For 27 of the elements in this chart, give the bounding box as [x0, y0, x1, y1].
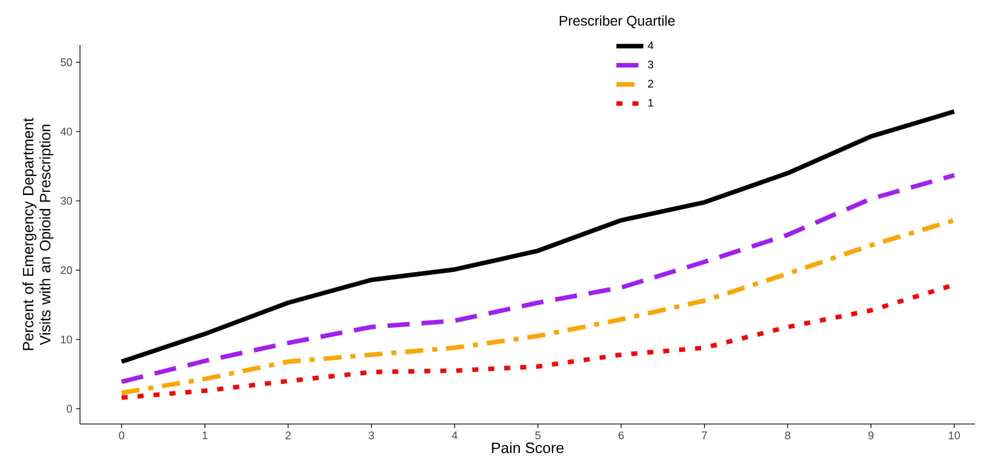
y-tick-label: 50: [60, 58, 72, 66]
x-tick-label: 6: [618, 432, 624, 440]
line-series: [119, 218, 956, 396]
x-tick-label: 8: [785, 432, 790, 440]
legend-label: 4: [648, 42, 654, 50]
x-tick-label: 2: [286, 432, 291, 440]
legend-label: 3: [648, 60, 654, 68]
y-tick-label: 40: [60, 128, 72, 136]
legend-label: 1: [648, 98, 654, 107]
x-tick-label: 4: [452, 432, 458, 440]
x-tick-label: 0: [119, 432, 124, 440]
x-tick-label: 7: [702, 432, 707, 440]
y-tick-label: 0: [66, 404, 72, 413]
x-tick-label: 10: [948, 432, 960, 440]
legend-label: 2: [648, 80, 654, 88]
x-axis-title: Pain Score: [492, 442, 564, 454]
x-tick-label: 3: [368, 432, 374, 440]
line-series: [119, 173, 956, 384]
legend-title: Prescriber Quartile: [560, 15, 675, 28]
y-tick-label: 20: [60, 266, 72, 274]
line-series: [119, 109, 956, 364]
y-tick-label: 10: [61, 336, 72, 344]
x-tick-label: 1: [202, 432, 208, 440]
x-tick-label: 9: [868, 432, 874, 440]
y-tick-label: 30: [60, 196, 72, 205]
y-axis-title: Percent of Emergency Department Visits with an Opioid Prescription: [22, 118, 54, 350]
x-tick-label: 5: [535, 432, 541, 440]
